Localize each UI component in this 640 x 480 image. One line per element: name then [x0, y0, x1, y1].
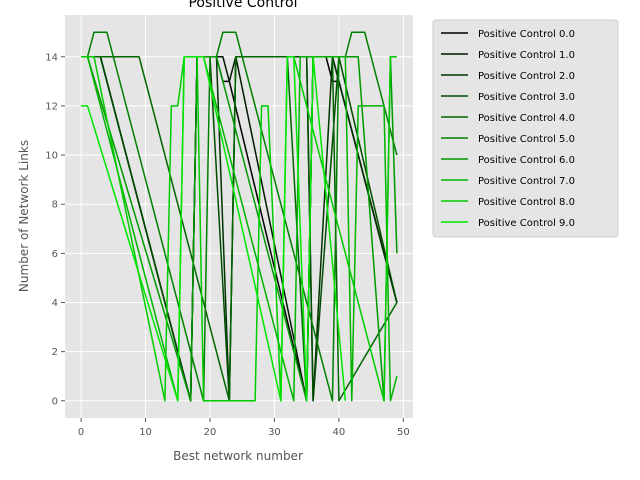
- legend-label: Positive Control 5.0: [478, 134, 575, 145]
- legend-box: [432, 19, 619, 238]
- y-tick-label: 14: [45, 52, 58, 63]
- tick-labels: 0 10 20 30 40 50 0 2 4 6 8 10 12 14: [45, 52, 409, 438]
- legend-label: Positive Control 0.0: [478, 29, 575, 40]
- legend-label: Positive Control 8.0: [478, 197, 575, 208]
- legend-label: Positive Control 7.0: [478, 176, 575, 187]
- y-tick-label: 8: [52, 200, 58, 211]
- series-line-8: [81, 56, 397, 402]
- series-line-5: [81, 31, 398, 402]
- y-tick-label: 0: [52, 396, 58, 407]
- y-tick-label: 2: [52, 347, 58, 358]
- y-axis-label: Number of Network Links: [17, 140, 31, 292]
- x-tick-label: 30: [268, 427, 281, 438]
- series-lines: [81, 31, 398, 402]
- chart-title: Positive Control: [188, 0, 297, 11]
- y-tick-label: 4: [52, 298, 58, 309]
- y-tick-label: 6: [52, 249, 58, 260]
- legend-items: Positive Control 0.0 Positive Control 1.0…: [441, 29, 575, 229]
- x-tick-label: 40: [333, 427, 346, 438]
- legend-label: Positive Control 1.0: [478, 50, 575, 61]
- x-tick-label: 0: [78, 427, 84, 438]
- x-tick-label: 50: [397, 427, 410, 438]
- legend-label: Positive Control 2.0: [478, 71, 575, 82]
- legend-label: Positive Control 9.0: [478, 218, 575, 229]
- legend: Positive Control 0.0 Positive Control 1.0…: [432, 19, 619, 238]
- legend-label: Positive Control 4.0: [478, 113, 575, 124]
- y-tick-label: 10: [45, 151, 58, 162]
- legend-label: Positive Control 3.0: [478, 92, 575, 103]
- x-tick-label: 20: [204, 427, 217, 438]
- x-axis-label: Best network number: [173, 449, 303, 463]
- series-line-9: [81, 56, 347, 402]
- y-tick-label: 12: [45, 101, 58, 112]
- legend-label: Positive Control 6.0: [478, 155, 575, 166]
- x-tick-label: 10: [139, 427, 152, 438]
